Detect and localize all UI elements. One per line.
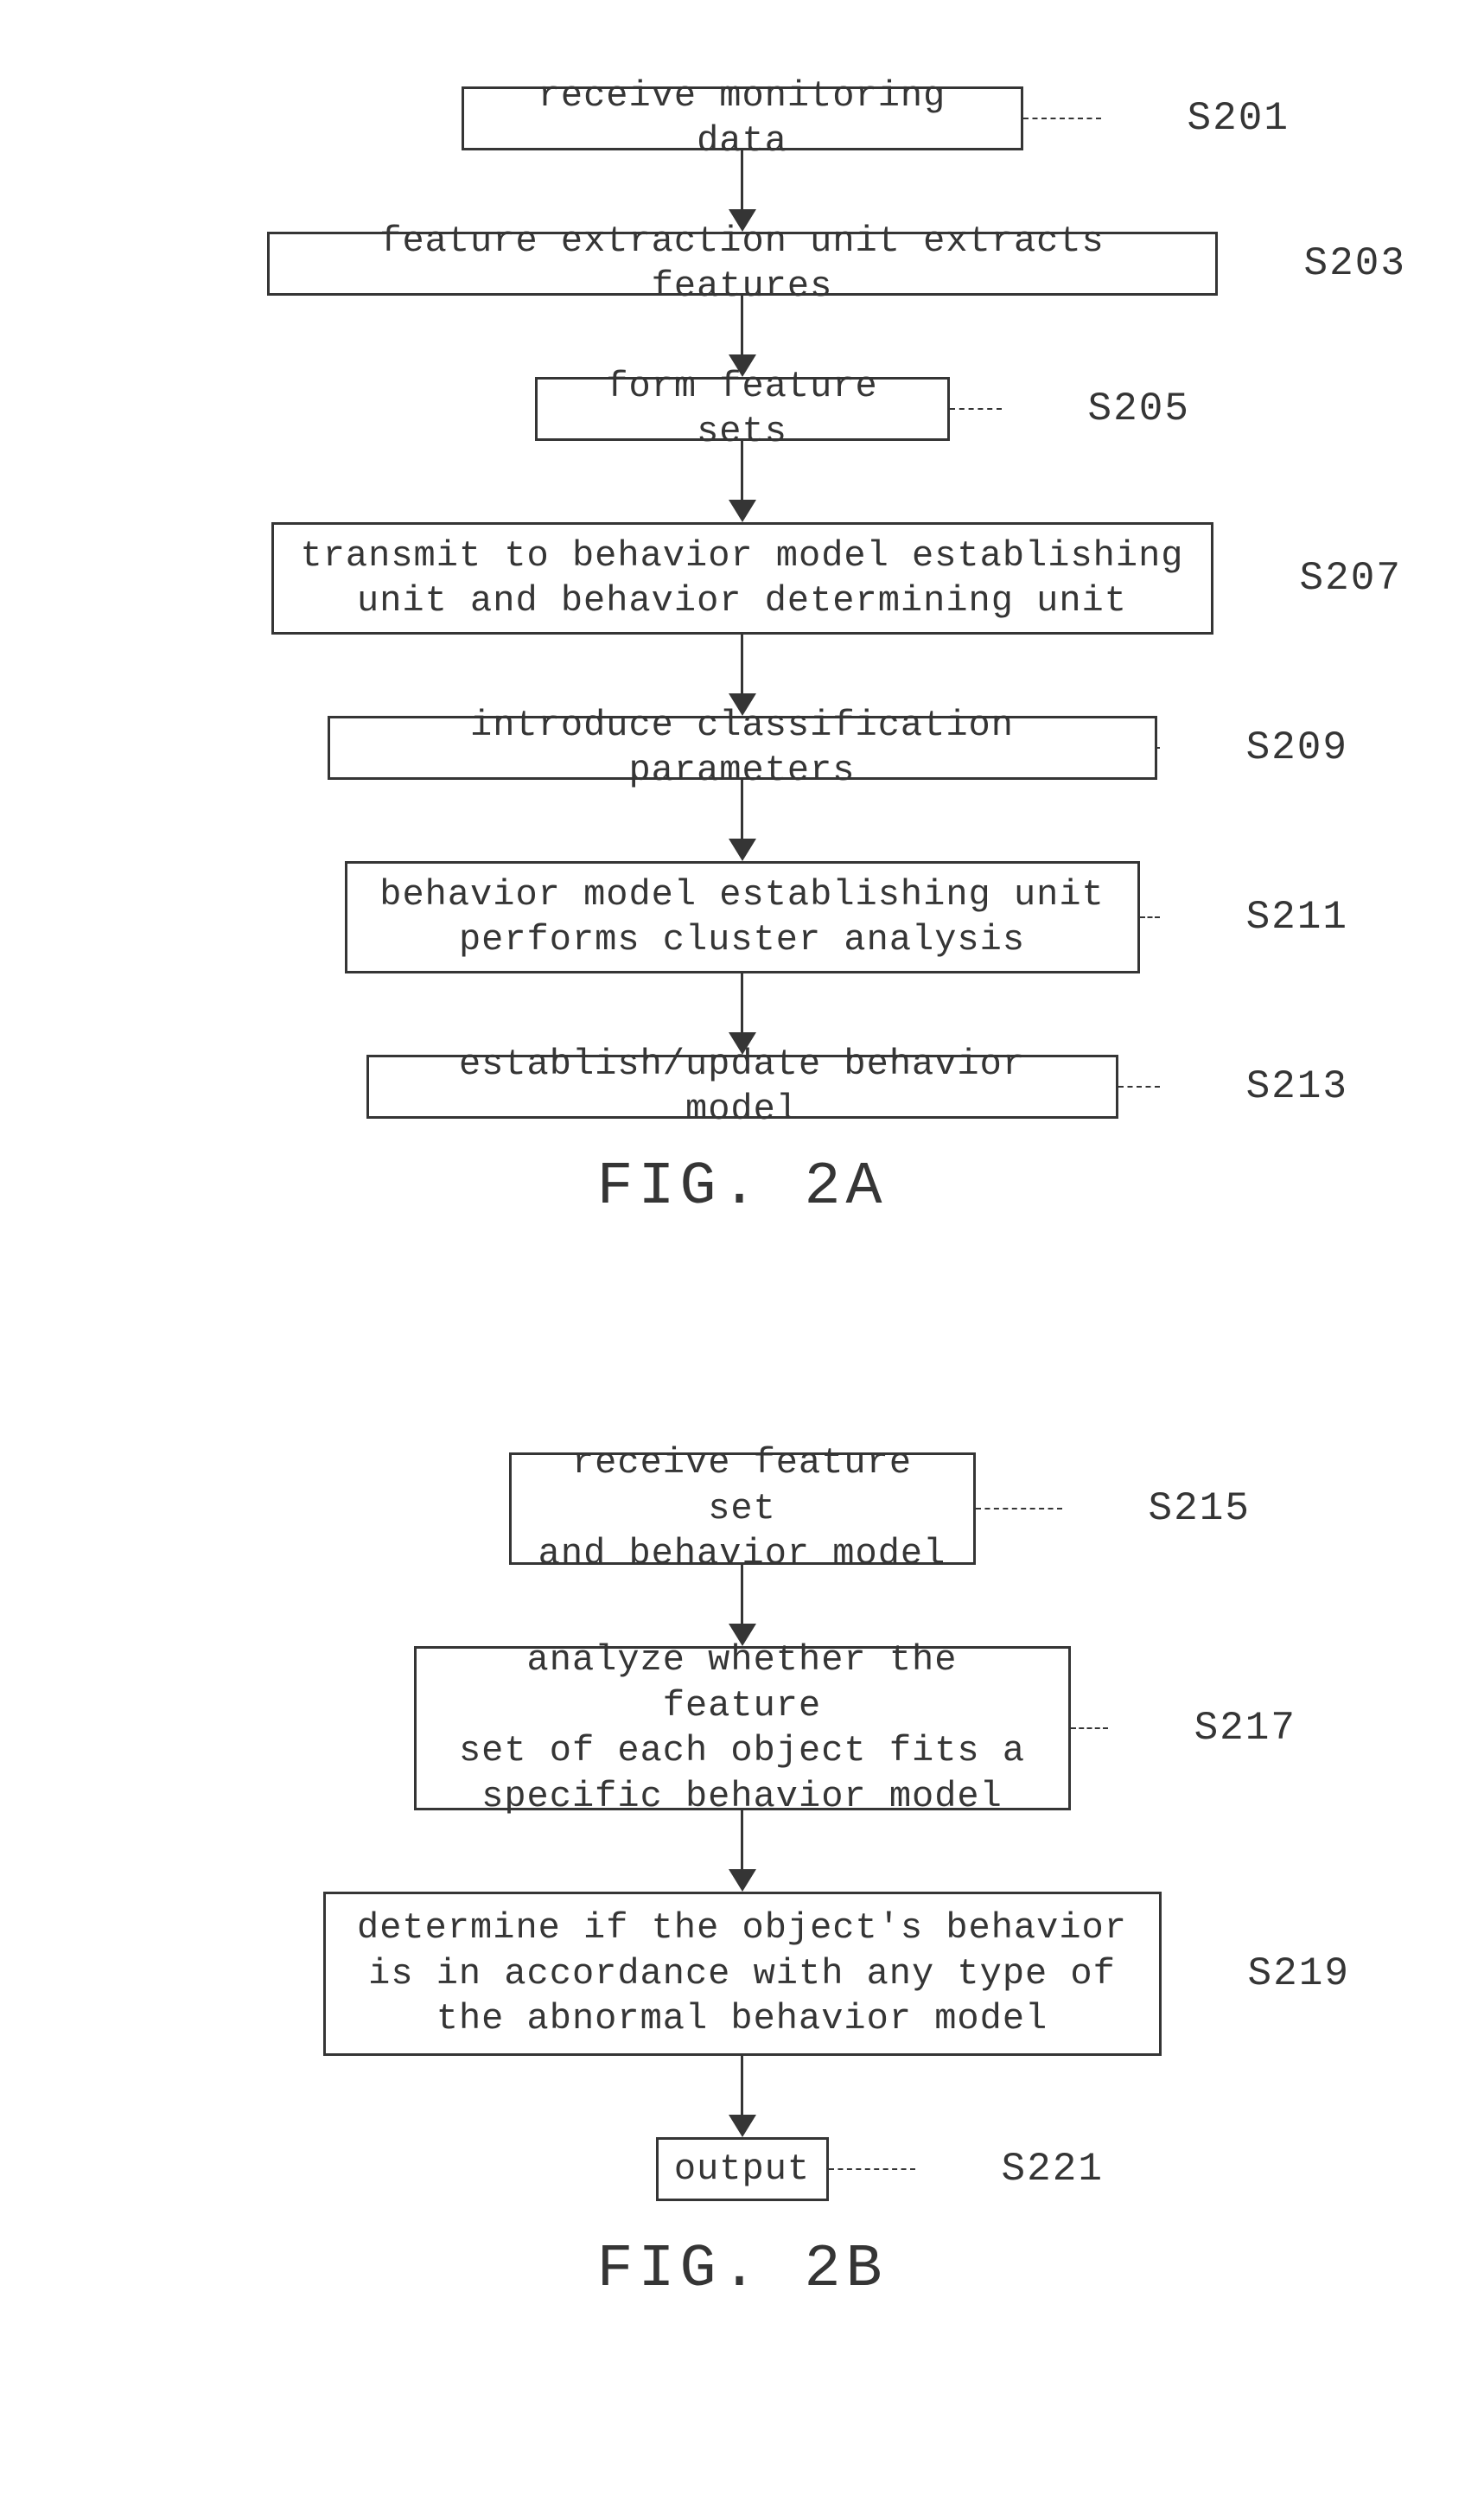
flow-step-S203: feature extraction unit extracts feature… <box>267 232 1218 296</box>
figure-caption: FIG. 2A <box>596 1153 887 1222</box>
flow-row: determine if the object's behavior is in… <box>0 1892 1484 2056</box>
flow-step-label-S211: S211 <box>1246 895 1348 940</box>
leader-line <box>1118 1086 1160 1088</box>
flow-step-label-S217: S217 <box>1194 1706 1296 1751</box>
leader-line <box>1071 1727 1108 1729</box>
flow-label-positioner: S213 <box>1118 1055 1349 1119</box>
flow-label-positioner: S201 <box>1023 86 1349 150</box>
flow-label-positioner: S221 <box>829 2137 1297 2201</box>
flow-step-label-S203: S203 <box>1304 241 1406 286</box>
flow-step-S219: determine if the object's behavior is in… <box>323 1892 1162 2056</box>
flow-step-S207: transmit to behavior model establishing … <box>271 522 1213 635</box>
flow-row: receive monitoring data S201 <box>0 86 1484 150</box>
flow-row: analyze whether the feature set of each … <box>0 1646 1484 1810</box>
flow-label-positioner: S207 <box>1213 522 1349 635</box>
flow-step-S221: output <box>656 2137 829 2201</box>
flow-step-S209: introduce classification parameters <box>328 716 1157 780</box>
flow-step-label-S201: S201 <box>1188 96 1290 141</box>
flow-step-S201: receive monitoring data <box>462 86 1023 150</box>
leader-line <box>950 408 1002 410</box>
flow-label-positioner: S219 <box>1162 1892 1297 2056</box>
flow-step-label-S213: S213 <box>1246 1064 1348 1109</box>
flowchart-fig-2a: receive monitoring data S201 feature extra… <box>0 86 1484 1222</box>
leader-line <box>1140 916 1160 918</box>
flow-label-positioner: S217 <box>1071 1646 1297 1810</box>
figure-caption: FIG. 2B <box>596 2236 887 2304</box>
flow-row: behavior model establishing unit perform… <box>0 861 1484 973</box>
flow-step-S205: form feature sets <box>535 377 950 441</box>
flow-row: output S221 <box>0 2137 1484 2201</box>
flow-row: establish/update behavior model S213 <box>0 1055 1484 1119</box>
flow-label-positioner: S203 <box>1218 232 1349 296</box>
flow-label-positioner: S205 <box>950 377 1349 441</box>
arrow-down-icon <box>729 1565 756 1646</box>
flow-row: receive feature set and behavior model S2… <box>0 1452 1484 1565</box>
flowchart-fig-2b: receive feature set and behavior model S2… <box>0 1452 1484 2304</box>
flow-step-label-S219: S219 <box>1248 1951 1350 1996</box>
flow-step-label-S205: S205 <box>1088 386 1190 431</box>
flow-row: form feature sets S205 <box>0 377 1484 441</box>
leader-line <box>829 2168 915 2170</box>
flow-label-positioner: S215 <box>976 1452 1297 1565</box>
flow-step-label-S207: S207 <box>1300 556 1402 601</box>
flow-step-S211: behavior model establishing unit perform… <box>345 861 1140 973</box>
leader-line <box>1023 118 1101 119</box>
flow-label-positioner: S211 <box>1140 861 1349 973</box>
flow-step-S213: establish/update behavior model <box>366 1055 1118 1119</box>
flow-row: feature extraction unit extracts feature… <box>0 232 1484 296</box>
flow-step-S217: analyze whether the feature set of each … <box>414 1646 1071 1810</box>
flow-step-label-S221: S221 <box>1002 2147 1104 2192</box>
leader-line <box>976 1508 1062 1509</box>
flow-step-label-S209: S209 <box>1246 725 1348 770</box>
flow-row: transmit to behavior model establishing … <box>0 522 1484 635</box>
leader-line <box>1157 747 1160 749</box>
flow-row: introduce classification parameters S209 <box>0 716 1484 780</box>
arrow-down-icon <box>729 2056 756 2137</box>
arrow-down-icon <box>729 1810 756 1892</box>
flow-step-label-S215: S215 <box>1149 1486 1251 1531</box>
flow-label-positioner: S209 <box>1157 716 1349 780</box>
flow-step-S215: receive feature set and behavior model <box>509 1452 976 1565</box>
